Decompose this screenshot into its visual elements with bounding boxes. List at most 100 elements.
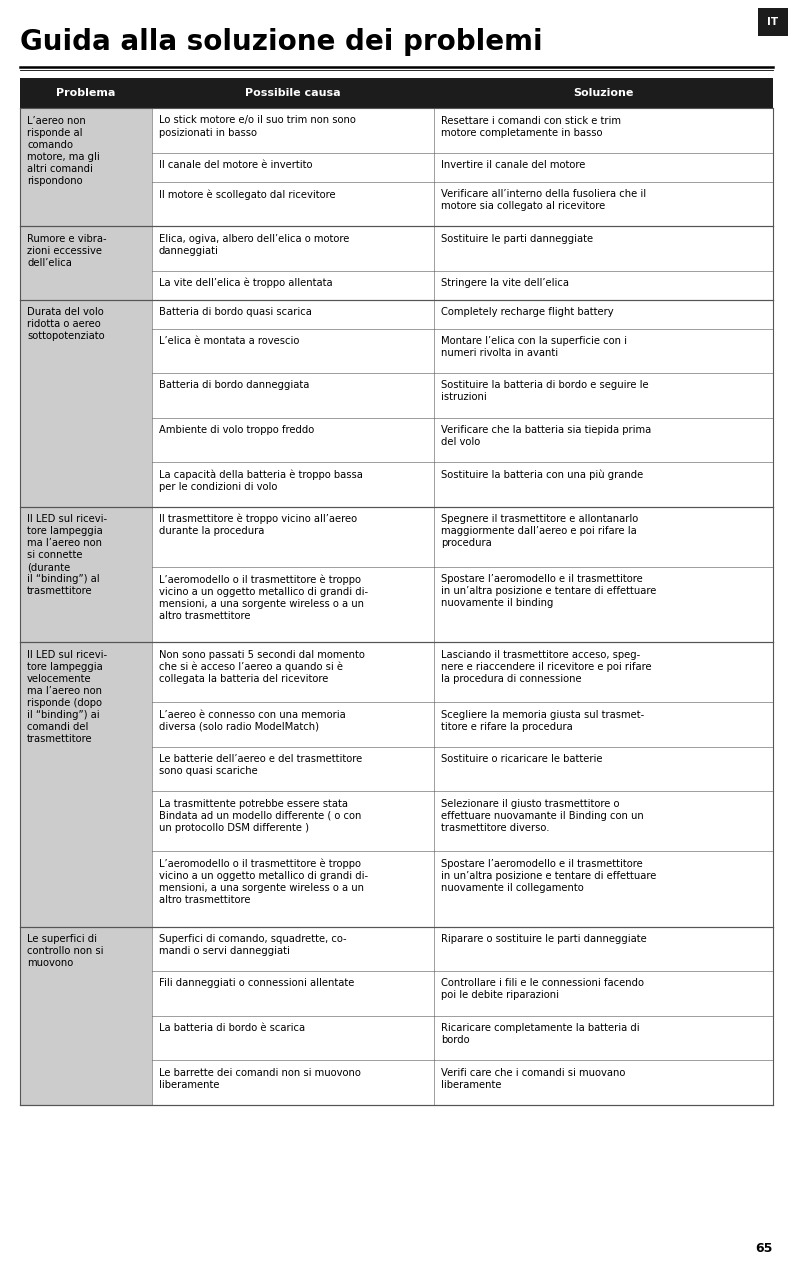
Bar: [434, 108, 773, 153]
Text: Lasciando il trasmettitore acceso, speg-
nere e riaccendere il ricevitore e poi : Lasciando il trasmettitore acceso, speg-…: [441, 649, 652, 683]
Text: Problema: Problema: [56, 89, 116, 97]
Bar: [152, 746, 434, 791]
Bar: [152, 926, 434, 972]
Text: Batteria di bordo quasi scarica: Batteria di bordo quasi scarica: [158, 307, 311, 318]
Text: Soluzione: Soluzione: [574, 89, 634, 97]
Text: La trasmittente potrebbe essere stata
Bindata ad un modello differente ( o con
u: La trasmittente potrebbe essere stata Bi…: [158, 798, 361, 832]
Bar: [152, 972, 434, 1016]
Bar: [152, 643, 434, 702]
Text: Il LED sul ricevi-
tore lampeggia
velocemente
ma l’aereo non
risponde (dopo
il “: Il LED sul ricevi- tore lampeggia veloce…: [27, 649, 107, 744]
Text: Le superfici di
controllo non si
muovono: Le superfici di controllo non si muovono: [27, 934, 103, 968]
Text: Durata del volo
ridotta o aereo
sottopotenziato: Durata del volo ridotta o aereo sottopot…: [27, 307, 105, 342]
Bar: [434, 702, 773, 746]
Bar: [434, 567, 773, 643]
Bar: [434, 791, 773, 851]
Bar: [152, 329, 434, 373]
Bar: [152, 108, 434, 153]
Bar: [434, 506, 773, 567]
Bar: [20, 506, 152, 643]
Bar: [152, 417, 434, 462]
Bar: [20, 926, 152, 1104]
Text: IT: IT: [768, 16, 779, 27]
Bar: [434, 271, 773, 300]
Bar: [152, 181, 434, 226]
Text: Sostituire le parti danneggiate: Sostituire le parti danneggiate: [441, 234, 593, 243]
Text: L’aereo è connesso con una memoria
diversa (solo radio ModelMatch): L’aereo è connesso con una memoria diver…: [158, 710, 345, 731]
Text: L’elica è montata a rovescio: L’elica è montata a rovescio: [158, 336, 299, 347]
Bar: [152, 506, 434, 567]
Text: Rumore e vibra-
zioni eccessive
dell’elica: Rumore e vibra- zioni eccessive dell’eli…: [27, 234, 106, 267]
Text: Verificare che la batteria sia tiepida prima
del volo: Verificare che la batteria sia tiepida p…: [441, 425, 652, 447]
Bar: [434, 462, 773, 506]
Text: Invertire il canale del motore: Invertire il canale del motore: [441, 159, 585, 170]
Bar: [20, 300, 152, 506]
Text: Verifi care che i comandi si muovano
liberamente: Verifi care che i comandi si muovano lib…: [441, 1068, 626, 1089]
Text: Sostituire la batteria di bordo e seguire le
istruzioni: Sostituire la batteria di bordo e seguir…: [441, 381, 649, 402]
Text: Sostituire la batteria con una più grande: Sostituire la batteria con una più grand…: [441, 469, 643, 479]
Text: Controllare i fili e le connessioni facendo
poi le debite riparazioni: Controllare i fili e le connessioni face…: [441, 979, 644, 1001]
Bar: [152, 153, 434, 181]
Text: L’aeromodello o il trasmettitore è troppo
vicino a un oggetto metallico di grand: L’aeromodello o il trasmettitore è tropp…: [158, 859, 368, 904]
Text: Stringere la vite dell’elica: Stringere la vite dell’elica: [441, 278, 569, 288]
Bar: [20, 108, 152, 226]
Text: Spostare l’aeromodello e il trasmettitore
in un’altra posizione e tentare di eff: Spostare l’aeromodello e il trasmettitor…: [441, 574, 656, 608]
Text: Il trasmettitore è troppo vicino all’aereo
durante la procedura: Il trasmettitore è troppo vicino all’aer…: [158, 514, 357, 536]
Bar: [434, 1060, 773, 1104]
Text: Ricaricare completamente la batteria di
bordo: Ricaricare completamente la batteria di …: [441, 1023, 640, 1045]
Bar: [20, 78, 773, 108]
Text: L’aeromodello o il trasmettitore è troppo
vicino a un oggetto metallico di grand: L’aeromodello o il trasmettitore è tropp…: [158, 574, 368, 621]
Text: Spostare l’aeromodello e il trasmettitore
in un’altra posizione e tentare di eff: Spostare l’aeromodello e il trasmettitor…: [441, 859, 656, 893]
Text: Fili danneggiati o connessioni allentate: Fili danneggiati o connessioni allentate: [158, 979, 354, 988]
Bar: [434, 329, 773, 373]
Bar: [434, 643, 773, 702]
Text: La vite dell’elica è troppo allentata: La vite dell’elica è troppo allentata: [158, 278, 333, 288]
Bar: [152, 791, 434, 851]
Text: Le barrette dei comandi non si muovono
liberamente: Le barrette dei comandi non si muovono l…: [158, 1068, 361, 1089]
Text: Montare l’elica con la superficie con i
numeri rivolta in avanti: Montare l’elica con la superficie con i …: [441, 336, 627, 358]
Bar: [152, 462, 434, 506]
Text: Possibile causa: Possibile causa: [245, 89, 340, 97]
Text: Completely recharge flight battery: Completely recharge flight battery: [441, 307, 614, 318]
Bar: [434, 851, 773, 926]
Text: Lo stick motore e/o il suo trim non sono
posizionati in basso: Lo stick motore e/o il suo trim non sono…: [158, 115, 355, 138]
Bar: [434, 153, 773, 181]
Text: Le batterie dell’aereo e del trasmettitore
sono quasi scariche: Le batterie dell’aereo e del trasmettito…: [158, 754, 362, 775]
Text: Batteria di bordo danneggiata: Batteria di bordo danneggiata: [158, 381, 309, 391]
Bar: [152, 226, 434, 271]
Bar: [152, 851, 434, 926]
Bar: [434, 1016, 773, 1060]
Bar: [152, 373, 434, 417]
Text: Guida alla soluzione dei problemi: Guida alla soluzione dei problemi: [20, 28, 543, 56]
Text: Verificare all’interno della fusoliera che il
motore sia collegato al ricevitore: Verificare all’interno della fusoliera c…: [441, 188, 646, 211]
Text: La batteria di bordo è scarica: La batteria di bordo è scarica: [158, 1023, 305, 1034]
Text: Non sono passati 5 secondi dal momento
che si è acceso l’aereo a quando si è
col: Non sono passati 5 secondi dal momento c…: [158, 649, 365, 684]
Text: Superfici di comando, squadrette, co-
mandi o servi danneggiati: Superfici di comando, squadrette, co- ma…: [158, 934, 347, 956]
Bar: [434, 226, 773, 271]
Bar: [152, 702, 434, 746]
Text: La capacità della batteria è troppo bassa
per le condizioni di volo: La capacità della batteria è troppo bass…: [158, 469, 362, 492]
Bar: [152, 1060, 434, 1104]
Text: Resettare i comandi con stick e trim
motore completamente in basso: Resettare i comandi con stick e trim mot…: [441, 115, 621, 138]
Bar: [152, 567, 434, 643]
Bar: [434, 972, 773, 1016]
Bar: [434, 181, 773, 226]
Bar: [434, 373, 773, 417]
Bar: [152, 1016, 434, 1060]
Bar: [152, 300, 434, 329]
Bar: [20, 643, 152, 926]
Text: Elica, ogiva, albero dell’elica o motore
danneggiati: Elica, ogiva, albero dell’elica o motore…: [158, 234, 349, 256]
Text: Ambiente di volo troppo freddo: Ambiente di volo troppo freddo: [158, 425, 314, 435]
Bar: [152, 271, 434, 300]
Text: Spegnere il trasmettitore e allontanarlo
maggiormente dall’aereo e poi rifare la: Spegnere il trasmettitore e allontanarlo…: [441, 514, 638, 548]
Bar: [434, 926, 773, 972]
Text: Selezionare il giusto trasmettitore o
effettuare nuovamante il Binding con un
tr: Selezionare il giusto trasmettitore o ef…: [441, 798, 644, 832]
Text: Scegliere la memoria giusta sul trasmet-
titore e rifare la procedura: Scegliere la memoria giusta sul trasmet-…: [441, 710, 645, 731]
Text: L’aereo non
risponde al
comando
motore, ma gli
altri comandi
rispondono: L’aereo non risponde al comando motore, …: [27, 115, 100, 186]
Bar: [434, 300, 773, 329]
Text: Riparare o sostituire le parti danneggiate: Riparare o sostituire le parti danneggia…: [441, 934, 647, 944]
Bar: [434, 417, 773, 462]
Bar: [758, 8, 788, 35]
Bar: [20, 226, 152, 300]
Text: Il motore è scollegato dal ricevitore: Il motore è scollegato dal ricevitore: [158, 188, 336, 200]
Text: Il canale del motore è invertito: Il canale del motore è invertito: [158, 159, 312, 170]
